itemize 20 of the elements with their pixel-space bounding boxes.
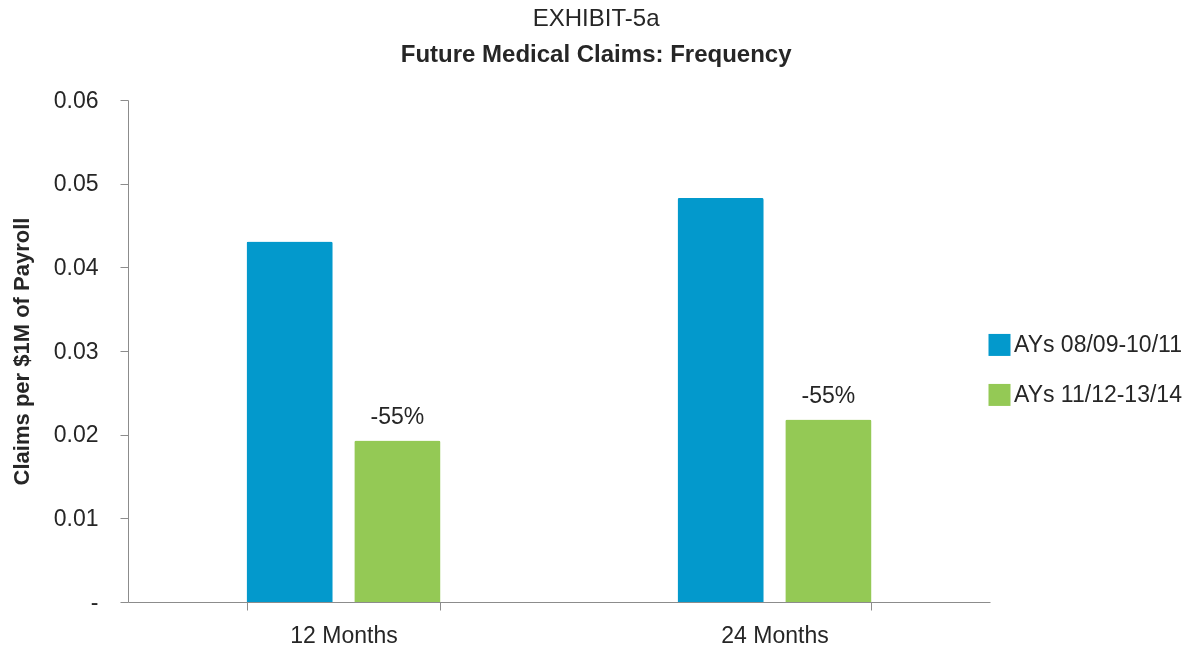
bar <box>785 419 872 602</box>
bar <box>677 197 764 602</box>
y-tick-label: 0.04 <box>53 253 99 280</box>
bar <box>246 241 333 602</box>
x-tick-label: 24 Months <box>721 621 829 648</box>
y-tick-label: 0.01 <box>53 504 99 531</box>
legend-label: AYs 11/12-13/14 <box>1014 380 1183 407</box>
chart-title: EXHIBIT-5a <box>532 4 661 31</box>
y-tick-label: 0.03 <box>53 337 99 364</box>
annotation: -55% <box>370 402 425 429</box>
y-tick-label: 0.06 <box>53 86 99 113</box>
y-tick-label: 0.02 <box>53 421 99 448</box>
legend-label: AYs 08/09-10/11 <box>1014 330 1182 357</box>
chart-subtitle: Future Medical Claims: Frequency <box>400 40 793 67</box>
bar <box>354 440 441 602</box>
annotation: -55% <box>801 381 856 408</box>
y-axis-title: Claims per $1M of Payroll <box>8 217 34 486</box>
y-tick-label: 0.05 <box>53 170 99 197</box>
y-tick-label: - <box>90 588 99 615</box>
x-tick-label: 12 Months <box>290 621 398 648</box>
